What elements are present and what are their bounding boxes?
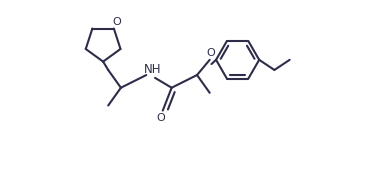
Text: O: O — [157, 113, 165, 123]
Text: NH: NH — [144, 63, 161, 76]
Text: O: O — [112, 17, 121, 27]
Text: O: O — [206, 48, 215, 58]
